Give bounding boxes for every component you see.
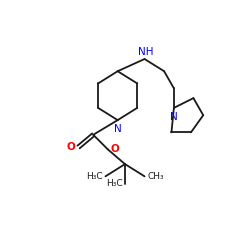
Text: O: O [67,142,76,152]
Text: N: N [114,124,122,134]
Text: H₃C: H₃C [86,172,103,181]
Text: CH₃: CH₃ [147,172,164,181]
Text: NH: NH [138,46,154,56]
Text: N: N [170,112,178,122]
Text: H₃C: H₃C [106,179,122,188]
Text: O: O [111,144,120,154]
